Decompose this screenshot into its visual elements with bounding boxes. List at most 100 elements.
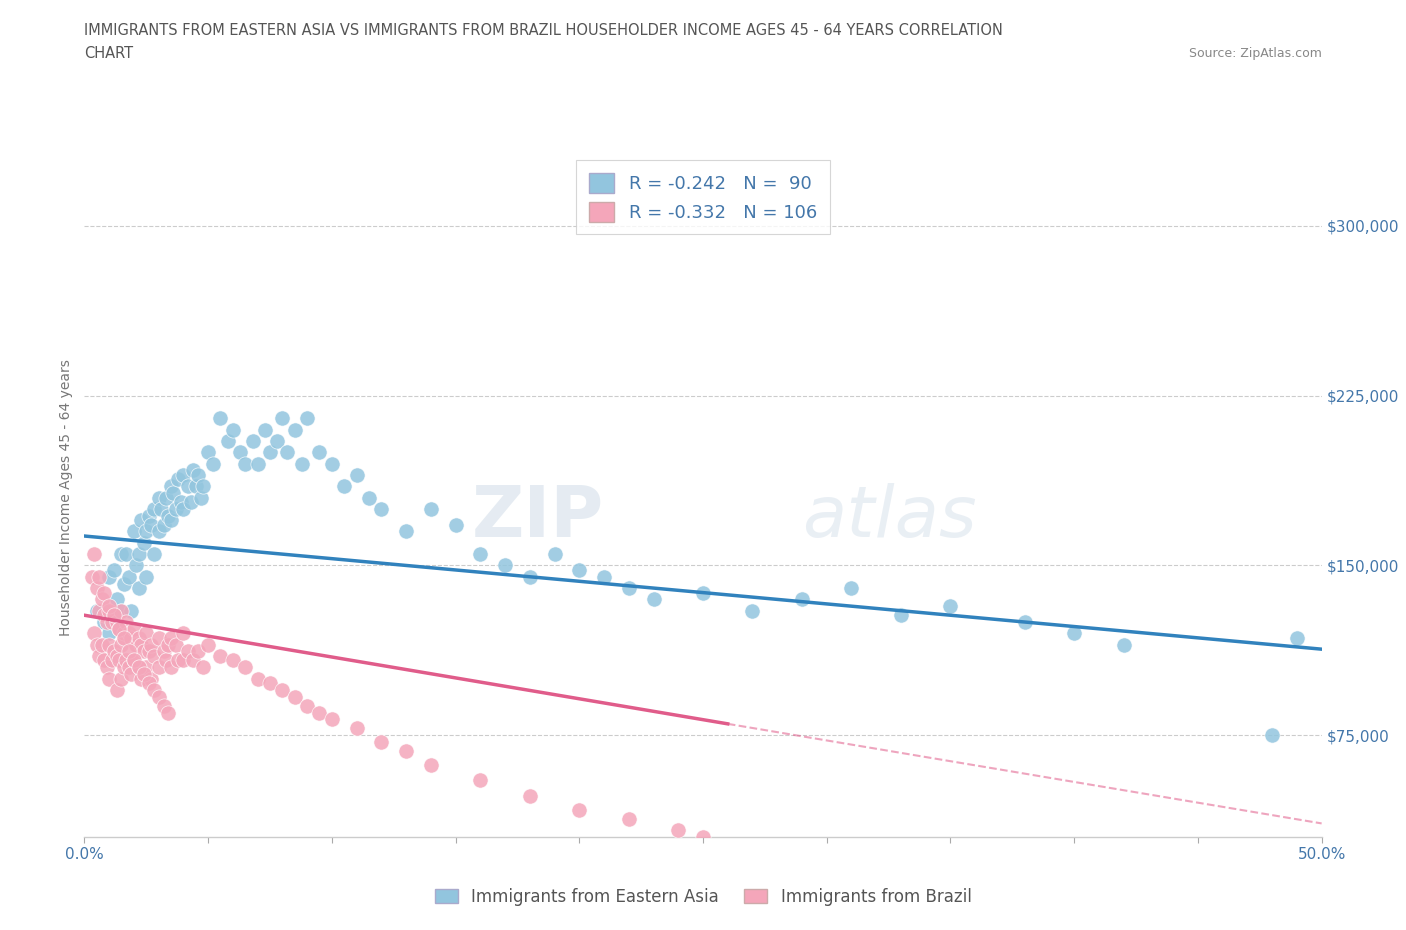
Point [939, 863, 962, 878]
Point [108, 621, 131, 636]
Point [157, 705, 180, 720]
Point [125, 558, 148, 573]
Point [692, 830, 714, 844]
Point [83, 547, 105, 562]
Point [105, 648, 128, 663]
Point [118, 569, 141, 584]
Point [160, 512, 183, 527]
Point [259, 676, 281, 691]
Point [790, 592, 813, 607]
Point [129, 671, 152, 686]
Point [217, 433, 239, 448]
Point [643, 592, 665, 607]
Point [148, 525, 170, 539]
Point [229, 445, 252, 459]
Text: Source: ZipAtlas.com: Source: ZipAtlas.com [1188, 46, 1322, 60]
Point [98, 626, 121, 641]
Point [112, 660, 135, 675]
Point [419, 757, 441, 772]
Point [128, 631, 150, 645]
Point [135, 660, 157, 675]
Point [259, 445, 281, 459]
Point [112, 626, 135, 641]
Point [346, 721, 368, 736]
Point [110, 637, 132, 652]
Point [617, 812, 640, 827]
Point [138, 508, 160, 523]
Point [138, 676, 160, 691]
Point [112, 576, 135, 591]
Point [103, 608, 125, 623]
Point [184, 479, 207, 494]
Point [841, 580, 863, 595]
Point [141, 517, 163, 532]
Legend: Immigrants from Eastern Asia, Immigrants from Brazil: Immigrants from Eastern Asia, Immigrants… [427, 881, 979, 912]
Point [191, 660, 214, 675]
Point [141, 671, 163, 686]
Point [128, 580, 150, 595]
Legend: R = -0.242   N =  90, R = -0.332   N = 106: R = -0.242 N = 90, R = -0.332 N = 106 [576, 160, 830, 234]
Point [105, 683, 128, 698]
Point [128, 660, 150, 675]
Text: ZIP: ZIP [472, 484, 605, 552]
Point [1261, 727, 1284, 742]
Point [181, 463, 204, 478]
Point [122, 525, 145, 539]
Point [96, 660, 118, 675]
Point [128, 547, 150, 562]
Point [346, 468, 368, 483]
Point [105, 592, 128, 607]
Point [165, 637, 187, 652]
Point [890, 608, 912, 623]
Point [118, 644, 141, 658]
Point [93, 585, 115, 600]
Point [152, 644, 174, 658]
Text: atlas: atlas [801, 484, 977, 552]
Point [172, 653, 194, 668]
Point [295, 411, 318, 426]
Point [142, 501, 165, 516]
Point [370, 735, 392, 750]
Point [100, 615, 122, 630]
Point [666, 823, 689, 838]
Point [122, 653, 145, 668]
Point [160, 660, 183, 675]
Point [89, 569, 111, 584]
Point [120, 604, 142, 618]
Point [152, 698, 174, 713]
Point [157, 637, 180, 652]
Point [142, 683, 165, 698]
Point [125, 637, 148, 652]
Point [83, 626, 105, 641]
Point [122, 653, 145, 668]
Point [1112, 637, 1135, 652]
Point [284, 422, 307, 437]
Point [246, 671, 269, 686]
Point [692, 585, 714, 600]
Point [222, 422, 245, 437]
Point [284, 689, 307, 704]
Point [1014, 615, 1036, 630]
Point [295, 698, 318, 713]
Point [141, 637, 163, 652]
Point [766, 841, 789, 856]
Point [1014, 870, 1036, 885]
Point [135, 525, 157, 539]
Point [1063, 626, 1085, 641]
Point [103, 563, 125, 578]
Point [98, 671, 121, 686]
Point [148, 660, 170, 675]
Point [150, 501, 173, 516]
Point [865, 857, 887, 871]
Point [470, 773, 492, 788]
Point [129, 512, 152, 527]
Point [741, 604, 763, 618]
Point [110, 671, 132, 686]
Point [321, 711, 343, 726]
Point [246, 457, 269, 472]
Point [98, 637, 121, 652]
Point [233, 457, 256, 472]
Point [177, 479, 200, 494]
Point [370, 501, 392, 516]
Point [132, 536, 155, 551]
